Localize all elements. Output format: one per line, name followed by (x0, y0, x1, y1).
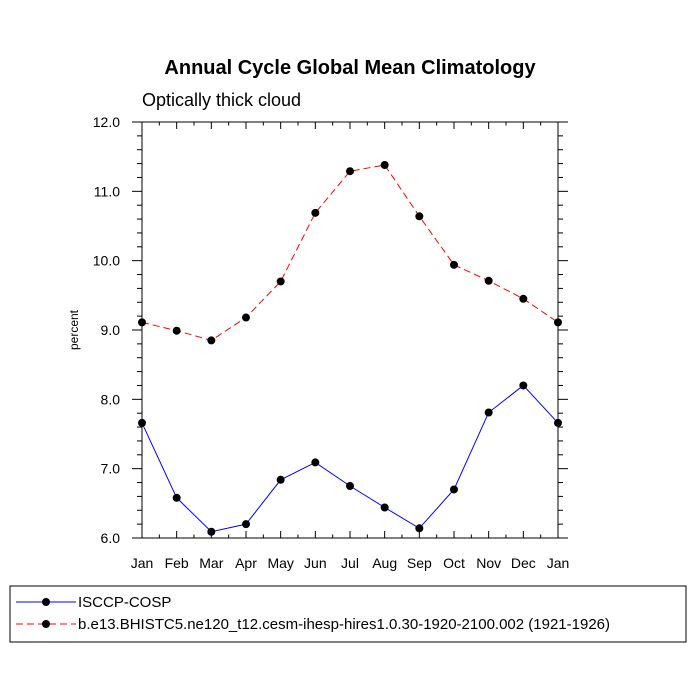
data-point-series-1 (484, 408, 493, 417)
data-point-series-2 (554, 318, 562, 327)
y-axis-label: percent (67, 309, 81, 350)
data-point-series-1 (380, 503, 389, 512)
y-tick-label: 9.0 (101, 322, 121, 338)
data-point-series-2 (207, 336, 216, 345)
data-point-series-2 (415, 212, 424, 221)
data-point-series-2 (311, 208, 320, 217)
x-tick-label: May (267, 555, 293, 571)
chart-title: Annual Cycle Global Mean Climatology (164, 57, 536, 79)
plot-frame (141, 121, 559, 539)
legend-box (9, 585, 687, 643)
x-tick-label: Sep (407, 555, 432, 571)
data-point-series-2 (380, 160, 389, 169)
data-point-series-1 (138, 418, 146, 427)
data-point-series-2 (138, 318, 146, 327)
data-point-series-1 (311, 458, 320, 467)
x-tick-label: Aug (372, 555, 397, 571)
x-tick-label: Nov (476, 555, 501, 571)
data-point-series-2 (519, 294, 528, 303)
x-tick-label: Jan (547, 555, 570, 571)
y-tick-label: 6.0 (101, 530, 121, 546)
data-point-series-1 (346, 482, 354, 490)
x-tick-label: Mar (199, 555, 223, 571)
data-point-series-1 (276, 475, 285, 484)
y-tick-label: 10.0 (93, 253, 120, 269)
data-point-series-1 (207, 527, 216, 536)
x-tick-label: Jul (341, 555, 359, 571)
data-point-series-2 (346, 167, 354, 176)
series-markers (138, 160, 562, 536)
series-lines (141, 164, 559, 533)
legend: ISCCP-COSP b.e13.BHISTC5.ne120_t12.cesm-i… (16, 594, 610, 633)
x-tick-label: Feb (165, 555, 189, 571)
legend-marker-2 (42, 620, 50, 628)
axes: Jan Feb Mar Apr May Jun Jul Aug Sep Oct Nov Dec Jan 6… (93, 114, 570, 571)
data-point-series-1 (450, 485, 458, 494)
y-tick-label: 11.0 (94, 183, 120, 199)
data-point-series-1 (172, 493, 181, 502)
x-tick-label: Oct (443, 555, 465, 571)
legend-label-2: b.e13.BHISTC5.ne120_t12.cesm-ihesp-hires… (78, 616, 610, 633)
x-tick-label: Jun (304, 555, 327, 571)
y-tick-label: 12.0 (93, 114, 120, 130)
chart-subtitle: Optically thick cloud (142, 90, 301, 110)
data-point-series-2 (484, 276, 493, 285)
series-line-2 (141, 164, 559, 341)
data-point-series-2 (242, 313, 250, 322)
legend-label-1: ISCCP-COSP (78, 594, 171, 611)
data-point-series-1 (242, 520, 250, 529)
x-tick-label: Dec (511, 555, 536, 571)
data-point-series-1 (519, 381, 528, 390)
data-point-series-2 (172, 326, 181, 335)
series-line-1 (141, 384, 559, 533)
data-point-series-1 (415, 524, 424, 533)
x-tick-label: Apr (235, 555, 257, 571)
x-tick-label: Jan (131, 555, 154, 571)
data-point-series-1 (554, 418, 562, 427)
y-tick-label: 8.0 (101, 391, 121, 407)
y-tick-label: 7.0 (101, 461, 121, 477)
data-point-series-2 (450, 260, 458, 269)
legend-marker-1 (42, 598, 50, 606)
data-point-series-2 (276, 277, 285, 286)
